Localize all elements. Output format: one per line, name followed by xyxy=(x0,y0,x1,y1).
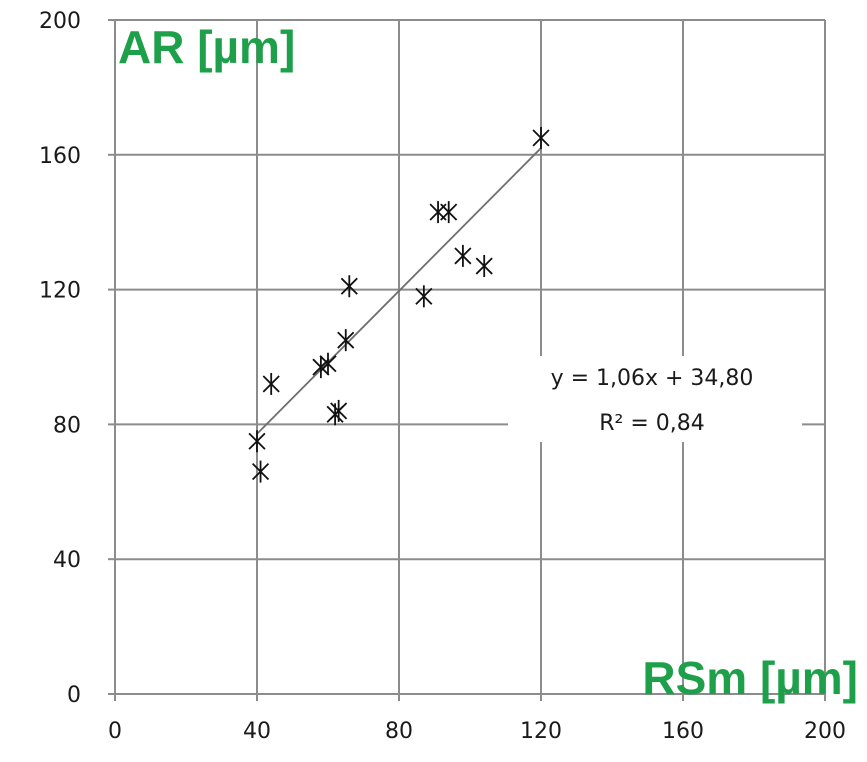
y-tick-label: 40 xyxy=(53,548,81,573)
data-point xyxy=(440,201,458,224)
x-tick-label: 160 xyxy=(662,719,704,744)
data-point xyxy=(475,255,493,278)
data-point xyxy=(532,126,550,149)
equation-box-bg xyxy=(508,356,802,442)
y-tick-label: 120 xyxy=(39,279,81,304)
x-tick-label: 200 xyxy=(804,719,846,744)
y-tick-label: 80 xyxy=(53,413,81,438)
data-point xyxy=(415,285,433,308)
trendline-group xyxy=(256,147,542,435)
x-tick-label: 120 xyxy=(520,719,562,744)
data-point xyxy=(248,430,266,453)
x-tick-label: 80 xyxy=(385,719,413,744)
data-point xyxy=(262,372,280,395)
axes xyxy=(108,19,826,701)
x-axis-title: RSm [µm] xyxy=(642,652,858,704)
x-tick-label: 40 xyxy=(243,719,271,744)
x-tick-label: 0 xyxy=(108,719,122,744)
data-point xyxy=(251,460,270,483)
tick-labels: 0 40 80 120 160 200 0 40 80 120 160 200 xyxy=(39,9,846,744)
data-point xyxy=(340,275,358,298)
data-point xyxy=(337,329,355,352)
y-tick-label: 0 xyxy=(67,683,81,708)
data-point xyxy=(454,244,472,267)
data-point xyxy=(319,352,337,375)
data-point xyxy=(330,399,348,422)
trendline-r-squared: R² = 0,84 xyxy=(599,411,705,436)
y-axis-title: AR [µm] xyxy=(118,21,295,73)
data-points xyxy=(248,126,550,483)
trendline-equation: y = 1,06x + 34,80 xyxy=(551,366,754,391)
data-point xyxy=(429,201,447,224)
y-tick-label: 200 xyxy=(39,9,81,34)
y-tick-label: 160 xyxy=(39,144,81,169)
trendline xyxy=(256,147,542,435)
